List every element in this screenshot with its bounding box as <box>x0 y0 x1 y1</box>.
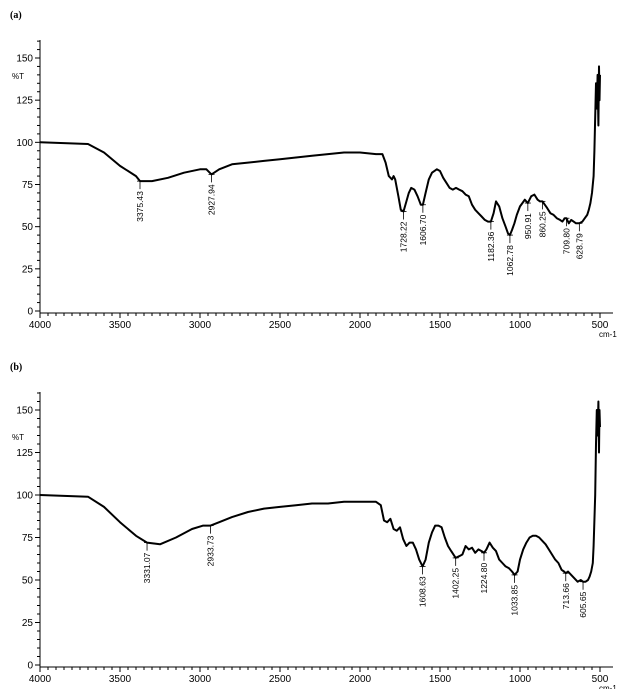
y-axis-label: %T <box>12 72 24 81</box>
peak-label: 1033.85 <box>510 585 520 616</box>
peak-label: 860.25 <box>537 211 547 237</box>
y-tick-label: 150 <box>16 406 33 417</box>
x-tick-label: 3500 <box>109 320 132 331</box>
x-tick-label: 2000 <box>349 674 372 685</box>
spectrum-line <box>39 65 601 237</box>
panel-label: (a) <box>10 10 22 21</box>
y-tick-label: 125 <box>16 448 33 459</box>
x-tick-label: 4000 <box>29 674 52 685</box>
spectrum-line <box>39 400 601 583</box>
peak-label: 3375.43 <box>135 191 145 222</box>
y-tick-label: 0 <box>27 661 33 672</box>
peak-label: 950.91 <box>523 213 533 239</box>
peak-label: 3331.07 <box>142 552 152 583</box>
x-tick-label: 500 <box>592 320 609 331</box>
y-axis-label: %T <box>12 433 24 442</box>
x-tick-label: 1000 <box>509 320 532 331</box>
y-tick-label: 25 <box>22 618 34 629</box>
peak-label: 628.79 <box>574 233 584 259</box>
x-tick-label: 1500 <box>429 674 452 685</box>
y-tick-label: 50 <box>22 222 34 233</box>
chart-panel-b: (b) 0 25 50 75 100 125 150 %T 4000 3500 3000 2500 200… <box>10 362 617 689</box>
y-tick-label: 25 <box>22 264 34 275</box>
y-tick-label: 50 <box>22 576 34 587</box>
y-tick-label: 75 <box>22 533 34 544</box>
peak-label: 2927.94 <box>207 184 217 215</box>
x-tick-label: 3000 <box>189 674 212 685</box>
y-tick-label: 0 <box>27 307 33 318</box>
peak-label: 1728.22 <box>399 221 409 252</box>
y-tick-label: 125 <box>16 96 33 107</box>
x-tick-label: 4000 <box>29 320 52 331</box>
x-axis-label: cm-1 <box>599 684 617 689</box>
x-tick-label: 1000 <box>509 674 532 685</box>
x-tick-label: 2500 <box>269 320 292 331</box>
y-tick-label: 100 <box>16 138 33 149</box>
x-tick-label: 1500 <box>429 320 452 331</box>
panel-label: (b) <box>10 362 22 373</box>
peak-label: 709.80 <box>561 228 571 254</box>
y-tick-label: 100 <box>16 491 33 502</box>
peak-label: 1182.36 <box>486 231 496 261</box>
chart-panel-a: (a) 0 25 50 75 100 125 150 %T 4000 3500 3000 2500 200… <box>10 10 617 339</box>
x-tick-label: 3000 <box>189 320 212 331</box>
x-tick-label: 2500 <box>269 674 292 685</box>
peak-label: 1224.80 <box>479 563 489 594</box>
peak-label: 605.65 <box>578 591 588 617</box>
y-tick-label: 150 <box>16 54 33 65</box>
peak-label: 1608.63 <box>418 576 428 607</box>
y-tick-label: 75 <box>22 180 34 191</box>
peak-label: 2933.73 <box>206 535 216 566</box>
x-axis-label: cm-1 <box>599 330 617 339</box>
x-tick-label: 500 <box>592 674 609 685</box>
peak-label: 1062.78 <box>505 245 515 276</box>
x-tick-label: 2000 <box>349 320 372 331</box>
peak-label: 1606.70 <box>418 214 428 245</box>
peak-label: 1402.25 <box>451 568 461 599</box>
x-tick-label: 3500 <box>109 674 132 685</box>
peak-label: 713.66 <box>561 583 571 609</box>
